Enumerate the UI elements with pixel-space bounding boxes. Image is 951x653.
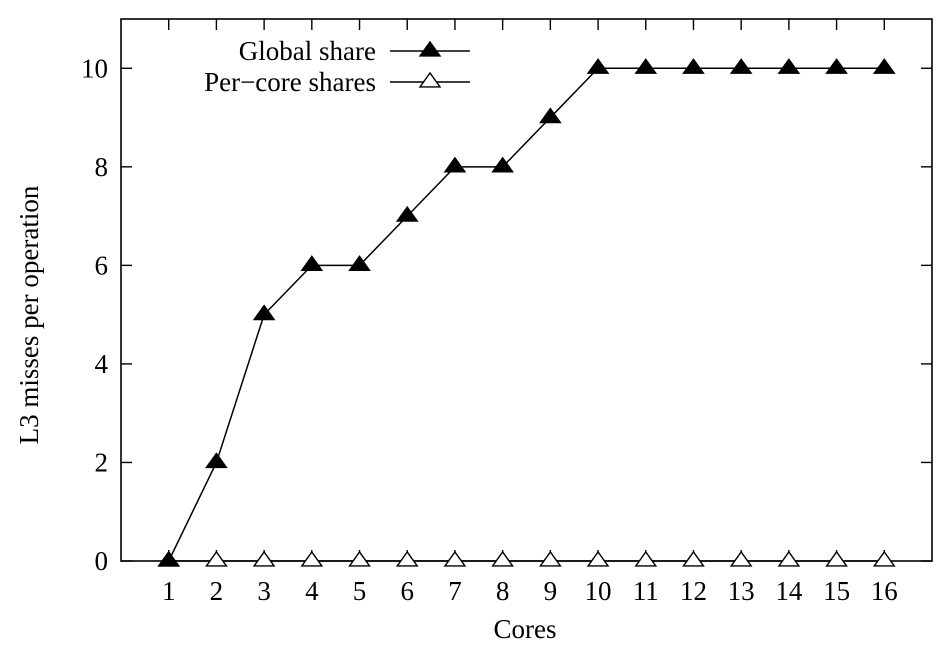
point-s1-3 <box>252 550 276 567</box>
plot-frame <box>120 18 933 562</box>
x-tick-label-7: 7 <box>448 576 462 606</box>
point-s1-7 <box>443 550 467 567</box>
x-tick-label-8: 8 <box>496 576 510 606</box>
point-s1-12 <box>682 550 705 567</box>
point-s0-14 <box>777 58 801 74</box>
x-tick-label-16: 16 <box>871 576 898 606</box>
point-s0-7 <box>443 156 467 173</box>
y-tick-label-2: 2 <box>95 447 109 477</box>
point-s1-5 <box>348 550 371 567</box>
point-s1-8 <box>491 550 515 567</box>
point-s0-16 <box>872 58 896 74</box>
x-tick-label-1: 1 <box>162 576 176 606</box>
point-s1-6 <box>395 550 419 567</box>
point-s0-12 <box>682 58 705 74</box>
x-tick-label-4: 4 <box>305 576 319 606</box>
x-tick-label-13: 13 <box>728 576 755 606</box>
point-s1-2 <box>205 550 228 567</box>
point-s0-1 <box>157 550 181 567</box>
series-1 <box>157 550 896 567</box>
point-s1-14 <box>777 550 801 567</box>
x-tick-label-12: 12 <box>680 576 707 606</box>
point-s1-11 <box>634 550 658 567</box>
x-tick-label-14: 14 <box>775 576 803 606</box>
point-s0-2 <box>205 452 228 469</box>
point-s0-3 <box>252 304 276 321</box>
x-tick-label-11: 11 <box>633 576 659 606</box>
point-s0-4 <box>300 255 324 272</box>
x-tick-label-10: 10 <box>585 576 612 606</box>
y-tick-label-0: 0 <box>95 546 109 576</box>
point-s0-6 <box>395 205 419 222</box>
y-tick-label-4: 4 <box>95 349 109 379</box>
point-s1-10 <box>586 550 610 567</box>
point-s0-9 <box>538 107 562 124</box>
point-s1-16 <box>872 550 896 567</box>
y-tick-label-10: 10 <box>81 53 108 83</box>
series-line-0 <box>168 67 885 562</box>
y-axis-label: L3 misses per operation <box>14 185 44 444</box>
point-s0-13 <box>729 58 753 74</box>
legend-label-1: Per−core shares <box>204 67 376 97</box>
point-s1-13 <box>729 550 753 567</box>
point-s0-15 <box>825 58 848 74</box>
x-tick-label-6: 6 <box>400 576 414 606</box>
x-tick-label-9: 9 <box>544 576 558 606</box>
x-axis-label: Cores <box>494 614 557 644</box>
y-tick-label-6: 6 <box>95 250 109 280</box>
point-s1-4 <box>300 550 324 567</box>
legend-marker-0 <box>418 40 442 57</box>
legend-marker-1 <box>418 71 442 88</box>
legend-label-0: Global share <box>239 36 376 66</box>
y-tick-label-8: 8 <box>95 152 109 182</box>
x-tick-label-3: 3 <box>257 576 271 606</box>
point-s1-9 <box>538 550 562 567</box>
point-s0-10 <box>586 58 610 74</box>
point-s0-8 <box>491 156 515 173</box>
x-tick-label-15: 15 <box>823 576 850 606</box>
point-s1-15 <box>825 550 848 567</box>
point-s0-5 <box>348 255 371 272</box>
x-tick-label-5: 5 <box>353 576 367 606</box>
series-0 <box>157 58 896 567</box>
point-s0-11 <box>634 58 658 74</box>
x-tick-label-2: 2 <box>210 576 224 606</box>
